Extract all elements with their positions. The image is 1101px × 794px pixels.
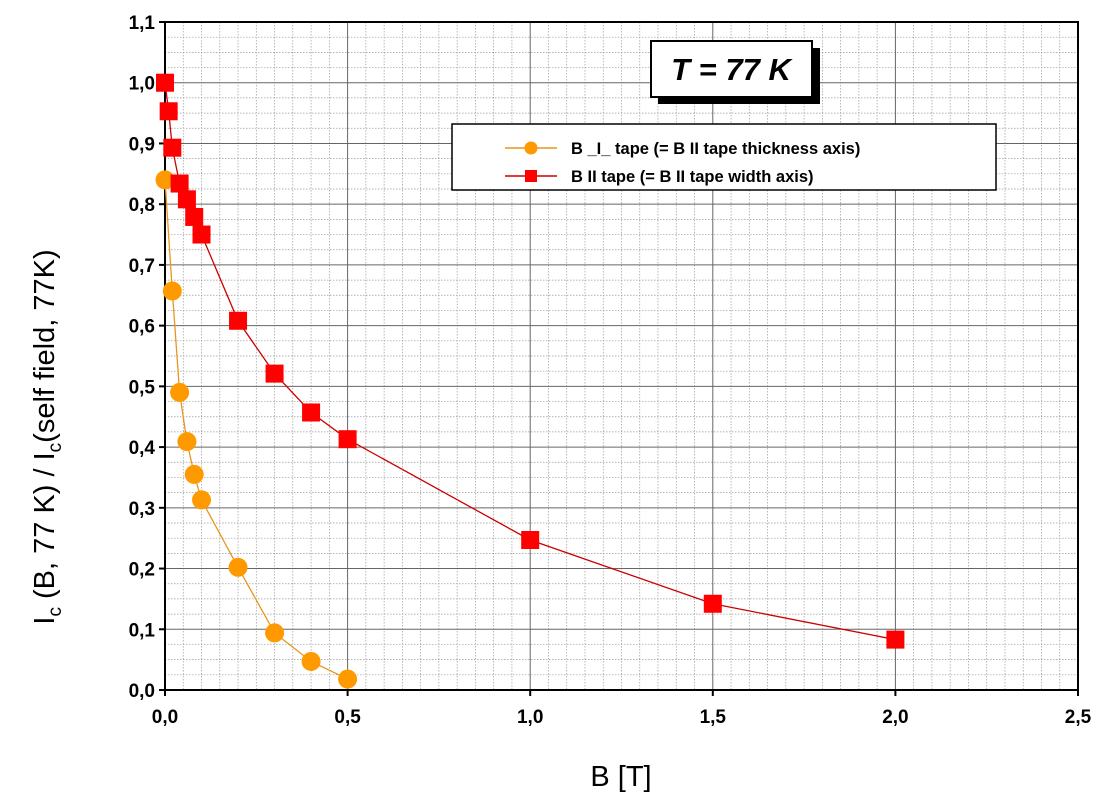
- series-1-line: [164, 179, 348, 680]
- y-tick-labels: 0,0 0,1 0,2 0,3 0,4 0,5 0,6 0,7 0,8 0,9 1,0 1,1: [129, 13, 156, 702]
- series-1-point: [265, 623, 285, 643]
- y-tick-label: 0,0: [129, 681, 155, 702]
- series-2-point: [185, 207, 204, 226]
- y-tick-label: 1,1: [129, 13, 156, 34]
- y-tick-label: 0,7: [129, 256, 155, 277]
- x-tick-label: 1,5: [700, 707, 727, 728]
- x-tick-label: 0,5: [334, 707, 361, 728]
- x-tick-label: 0,0: [152, 707, 178, 728]
- series-2-point: [302, 403, 321, 422]
- legend: B _I_ tape (= B II tape thickness axis) …: [451, 123, 997, 191]
- x-tick-labels: 0,0 0,5 1,0 1,5 2,0 2,5: [152, 707, 1092, 728]
- y-tick-label: 0,4: [129, 438, 156, 459]
- y-tick-label: 1,0: [129, 74, 155, 95]
- legend-label-series-1: B _I_ tape (= B II tape thickness axis): [571, 140, 860, 158]
- series-1-point: [184, 464, 204, 484]
- series-1-point: [228, 557, 248, 577]
- y-axis-title-part2: (B, 77 K) / I: [29, 452, 61, 607]
- y-tick-label: 0,2: [129, 560, 155, 581]
- series-2-point: [163, 138, 182, 157]
- legend-marker-series-1: [524, 141, 538, 155]
- x-axis-title: B [T]: [590, 761, 651, 793]
- series-1-point: [155, 170, 175, 190]
- series-1-point: [192, 490, 212, 510]
- series-2-point: [886, 630, 905, 649]
- x-tick-label: 2,0: [882, 707, 908, 728]
- legend-label-series-2: B II tape (= B II tape width axis): [571, 168, 814, 186]
- y-tick-label: 0,1: [129, 620, 156, 641]
- series-2-point: [156, 73, 174, 92]
- y-axis-title-sub2: c: [45, 443, 66, 453]
- series-1-point: [177, 432, 197, 452]
- y-axis-title-part1: I: [29, 617, 61, 625]
- y-axis-title: Ic (B, 77 K) / Ic(self field, 77K): [29, 249, 66, 624]
- series-2-point: [338, 430, 357, 449]
- series-2-point: [177, 190, 196, 209]
- series-2-point: [229, 311, 248, 330]
- series-2-point: [159, 102, 178, 121]
- legend-marker-series-2: [525, 170, 537, 182]
- legend-box: [451, 123, 997, 191]
- series-1-point: [301, 651, 321, 671]
- temperature-annotation: T = 77 K: [650, 40, 820, 104]
- y-axis-title-sub1: c: [45, 607, 66, 617]
- x-tick-label: 1,0: [517, 707, 543, 728]
- plot-frame: [164, 21, 1079, 691]
- y-tick-label: 0,9: [129, 134, 155, 155]
- series-2-point: [192, 225, 211, 244]
- series-2-point: [703, 594, 722, 613]
- series-2-point: [521, 531, 540, 550]
- y-axis-title-part3: (self field, 77K): [29, 249, 61, 442]
- y-tick-label: 0,5: [129, 377, 156, 398]
- y-tick-label: 0,6: [129, 317, 155, 338]
- series-1-point: [170, 382, 190, 402]
- series-1-point: [338, 669, 358, 689]
- y-tick-label: 0,3: [129, 499, 155, 520]
- series-2-point: [170, 174, 189, 193]
- annotation-text: T = 77 K: [671, 52, 793, 87]
- y-tick-label: 0,8: [129, 195, 155, 216]
- x-tick-label: 2,5: [1065, 707, 1092, 728]
- series-1-point: [162, 281, 182, 301]
- series-markers: [155, 73, 905, 689]
- series-2-point: [265, 364, 284, 383]
